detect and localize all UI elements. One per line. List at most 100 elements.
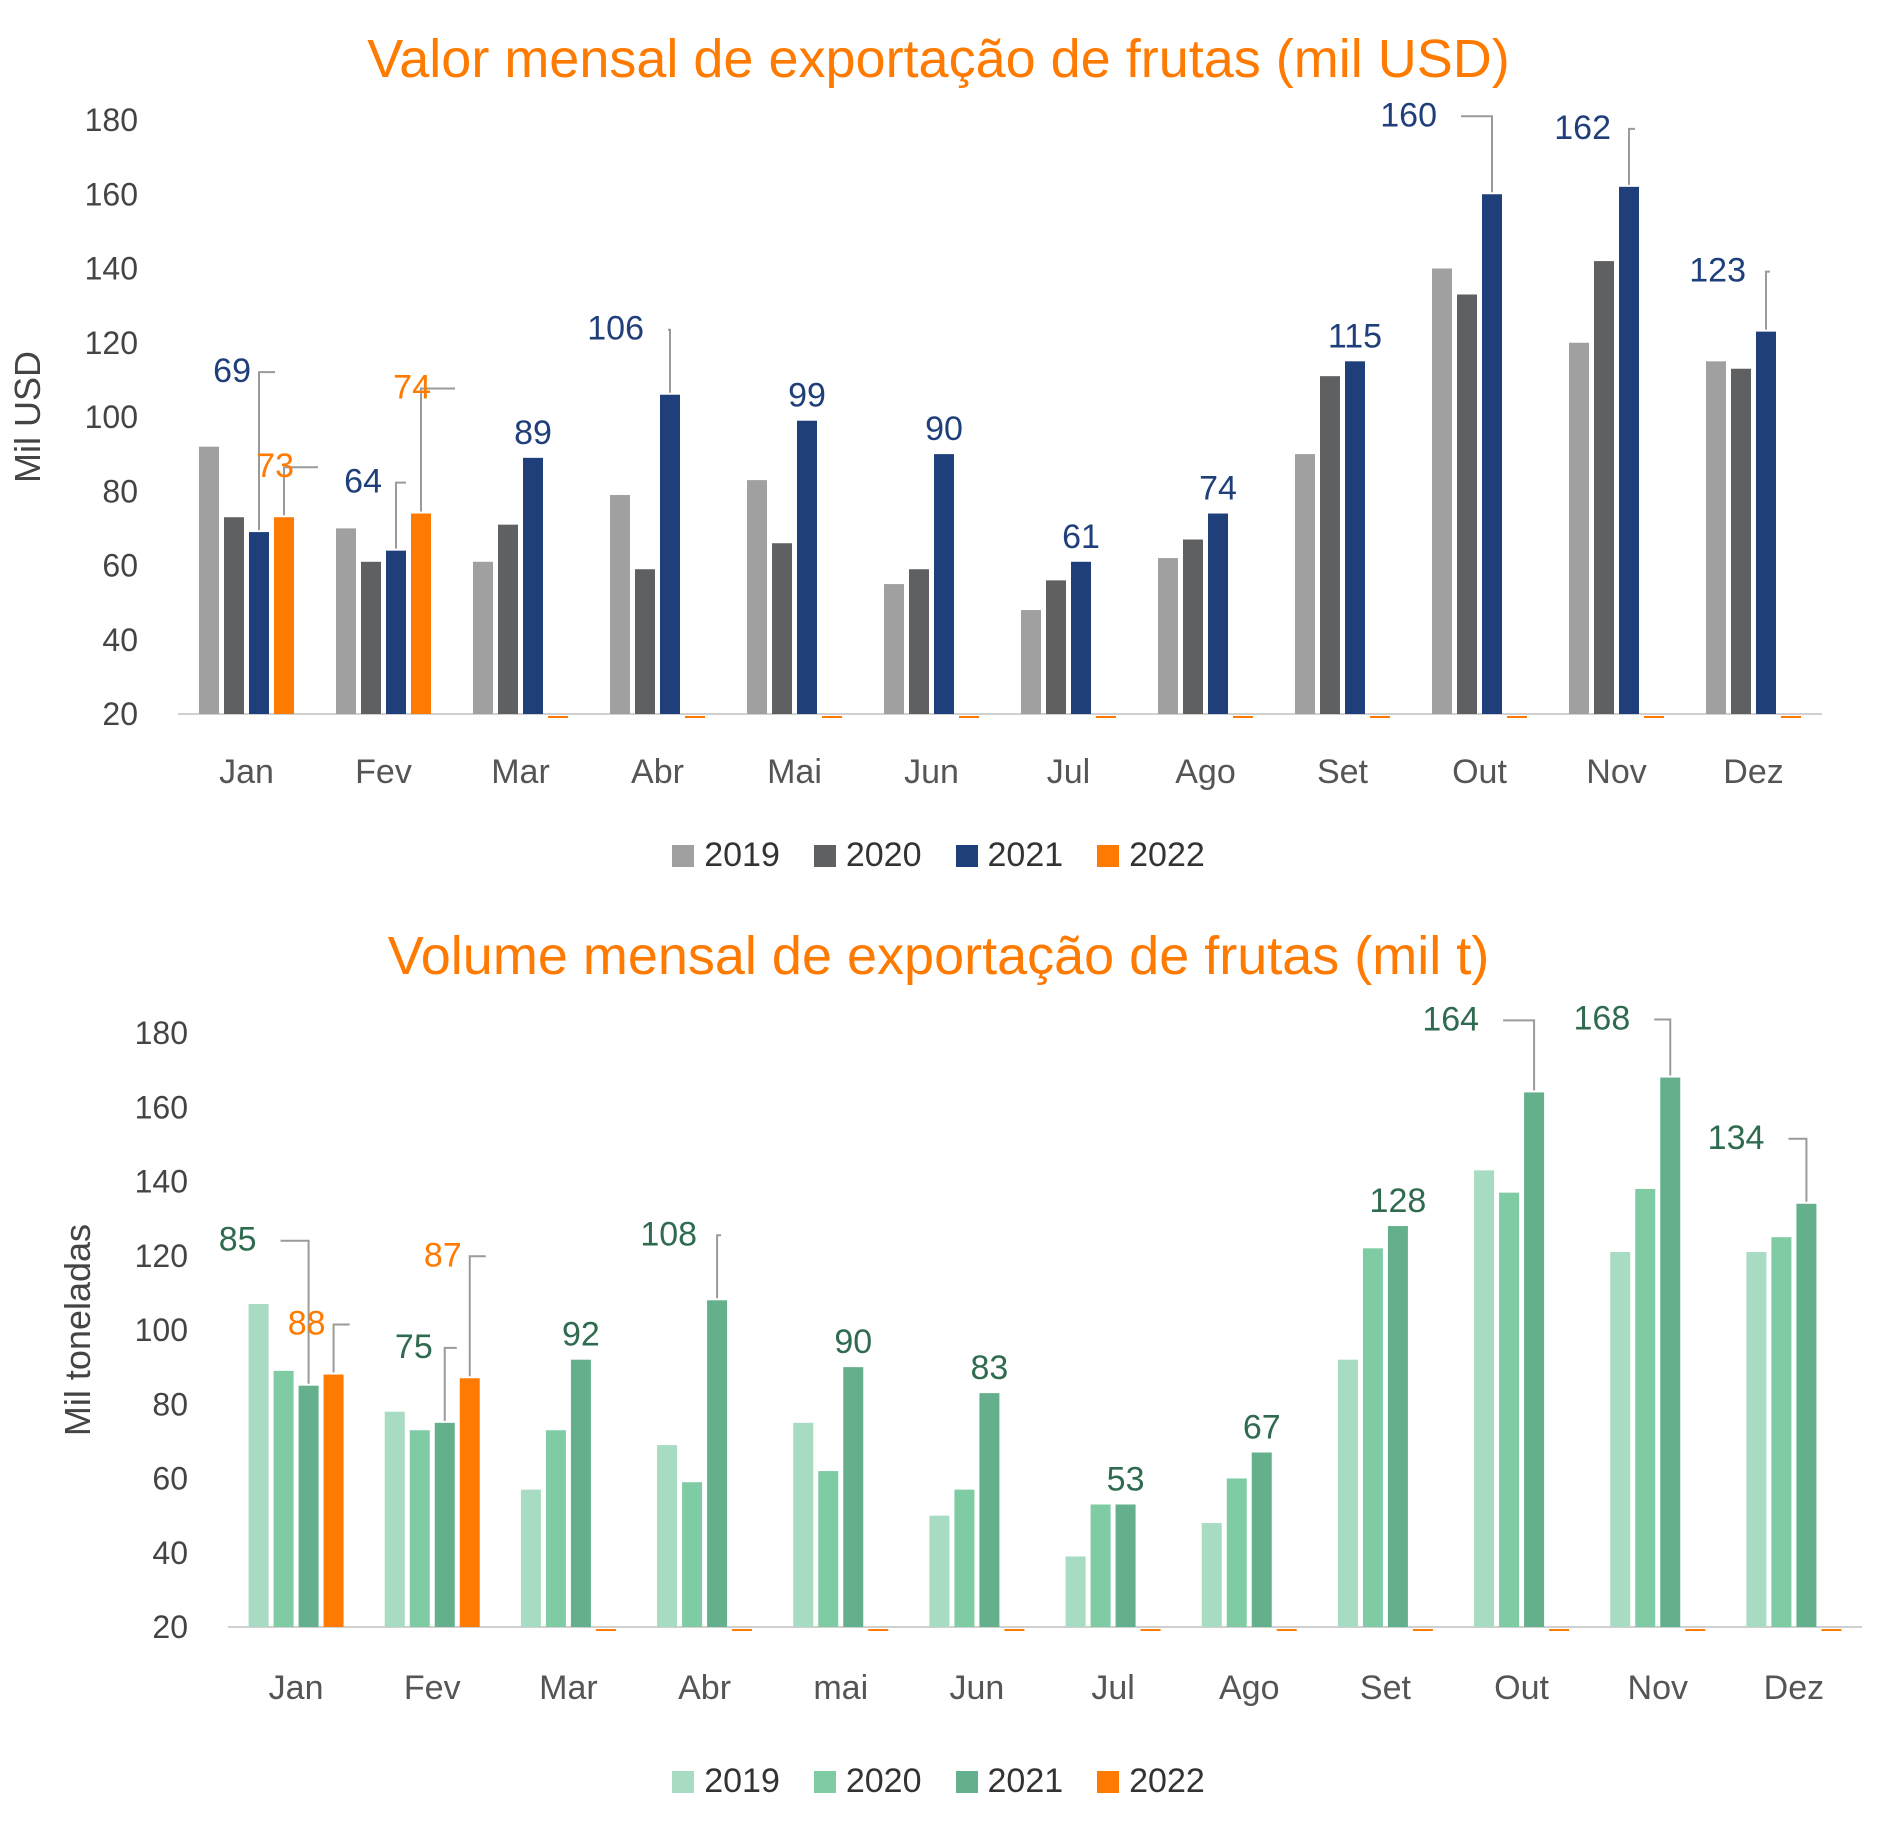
value-chart: 20 40 60 80 100 120 140 160 180 Mil USD Jan Fev Mar A…	[0, 0, 1877, 900]
legend-item-2019: 2019	[672, 1762, 780, 1801]
bar	[610, 494, 630, 714]
bar	[979, 1393, 1000, 1627]
x-tick-label: Out	[1452, 753, 1507, 791]
bar	[884, 584, 904, 714]
x-tick-label: Set	[1360, 1669, 1412, 1707]
legend-item-2020: 2020	[813, 1762, 922, 1801]
leader-line	[1788, 1137, 1808, 1202]
bar	[1457, 294, 1477, 714]
data-label: 115	[1328, 317, 1382, 355]
leader-line	[1461, 115, 1493, 193]
y-tick-label: 20	[152, 1609, 188, 1645]
x-tick-label: Jul	[1091, 1669, 1134, 1707]
x-tick-label: Dez	[1723, 753, 1783, 791]
bar	[1295, 454, 1315, 714]
bar	[707, 1300, 728, 1627]
leader-line	[283, 466, 318, 516]
x-tick-label: Ago	[1175, 753, 1236, 791]
legend-swatch-2022	[1097, 844, 1120, 867]
bar	[1474, 1170, 1495, 1627]
bar	[520, 1489, 541, 1627]
legend-swatch-2019	[672, 1770, 695, 1793]
bar	[248, 1304, 269, 1627]
x-tick-label: Nov	[1586, 753, 1646, 791]
bar	[1046, 580, 1066, 714]
legend-swatch-2021	[955, 1770, 978, 1793]
legend-swatch-2020	[813, 844, 836, 867]
y-tick-label: 40	[102, 622, 138, 658]
y-tick-label: 60	[102, 548, 138, 584]
data-label: 73	[256, 447, 294, 485]
data-label: 90	[925, 410, 963, 448]
data-label: 85	[219, 1221, 257, 1259]
volume-chart-legend: 2019 2020 2021 2022	[0, 1762, 1877, 1801]
x-tick-label: Abr	[631, 753, 684, 791]
y-tick-label: 140	[135, 1164, 188, 1200]
y-tick-label: 100	[135, 1312, 188, 1348]
bar	[934, 454, 954, 714]
bar	[434, 1422, 455, 1627]
bar	[1208, 513, 1228, 714]
bar	[818, 1471, 839, 1627]
bar	[570, 1359, 591, 1627]
bar	[1158, 558, 1178, 714]
bar	[1201, 1523, 1222, 1627]
data-label: 168	[1574, 1000, 1631, 1038]
bar	[1771, 1237, 1792, 1627]
y-tick-label: 120	[85, 325, 138, 361]
x-tick-label: Mar	[491, 753, 550, 791]
x-tick-label: Set	[1317, 753, 1369, 791]
volume-chart-plot: 20 40 60 80 100 120 140 160 180 Mil toneladas Jan F…	[57, 1000, 1862, 1707]
bar	[523, 457, 543, 714]
bar	[1090, 1504, 1111, 1627]
bar	[954, 1489, 975, 1627]
x-tick-label: Mar	[539, 1669, 598, 1707]
x-tick-label: Abr	[678, 1669, 731, 1707]
x-tick-label: mai	[813, 1669, 868, 1707]
bar	[411, 513, 431, 714]
y-tick-label: 180	[135, 1015, 188, 1051]
bar	[1432, 268, 1452, 714]
bar	[545, 1430, 566, 1627]
legend-swatch-2022	[1097, 1770, 1120, 1793]
leader-line	[716, 1234, 722, 1299]
bar	[384, 1411, 405, 1627]
y-tick-label: 20	[102, 696, 138, 732]
leader-line	[1503, 1019, 1536, 1091]
legend-label-2020: 2020	[845, 836, 922, 874]
volume-chart: 20 40 60 80 100 120 140 160 180 Mil toneladas Jan F…	[0, 905, 1877, 1835]
legend-label-2022: 2022	[1129, 1762, 1205, 1800]
bar	[409, 1430, 430, 1627]
y-tick-label: 160	[85, 176, 138, 212]
legend-label-2021: 2021	[987, 1762, 1064, 1800]
y-tick-label: 140	[85, 251, 138, 287]
leader-line	[395, 481, 406, 549]
legend-item-2021: 2021	[955, 836, 1063, 875]
data-label: 88	[288, 1305, 326, 1343]
bar	[1706, 361, 1726, 714]
bar	[1660, 1077, 1681, 1627]
data-label: 74	[1199, 470, 1237, 508]
leader-line	[1628, 127, 1635, 185]
legend-label-2019: 2019	[704, 1762, 780, 1800]
bar	[1021, 610, 1041, 714]
bar	[1569, 342, 1589, 714]
legend-swatch-2019	[672, 844, 695, 867]
value-chart-title: Valor mensal de exportação de frutas (mi…	[367, 29, 1510, 89]
bar	[682, 1482, 703, 1627]
data-label: 75	[395, 1328, 433, 1366]
x-tick-label: Jul	[1047, 753, 1090, 791]
y-tick-label: 100	[85, 399, 138, 435]
data-label: 134	[1708, 1119, 1765, 1157]
legend-item-2021: 2021	[955, 1762, 1064, 1801]
legend-item-2019: 2019	[672, 836, 780, 875]
legend-item-2020: 2020	[813, 836, 922, 875]
bar	[1345, 361, 1365, 714]
legend-swatch-2020	[813, 1770, 836, 1793]
bar	[273, 1370, 294, 1627]
bar	[1387, 1226, 1408, 1627]
legend-item-2022: 2022	[1097, 836, 1205, 875]
bar	[473, 561, 493, 714]
data-label: 160	[1380, 96, 1437, 134]
bar	[298, 1385, 319, 1627]
